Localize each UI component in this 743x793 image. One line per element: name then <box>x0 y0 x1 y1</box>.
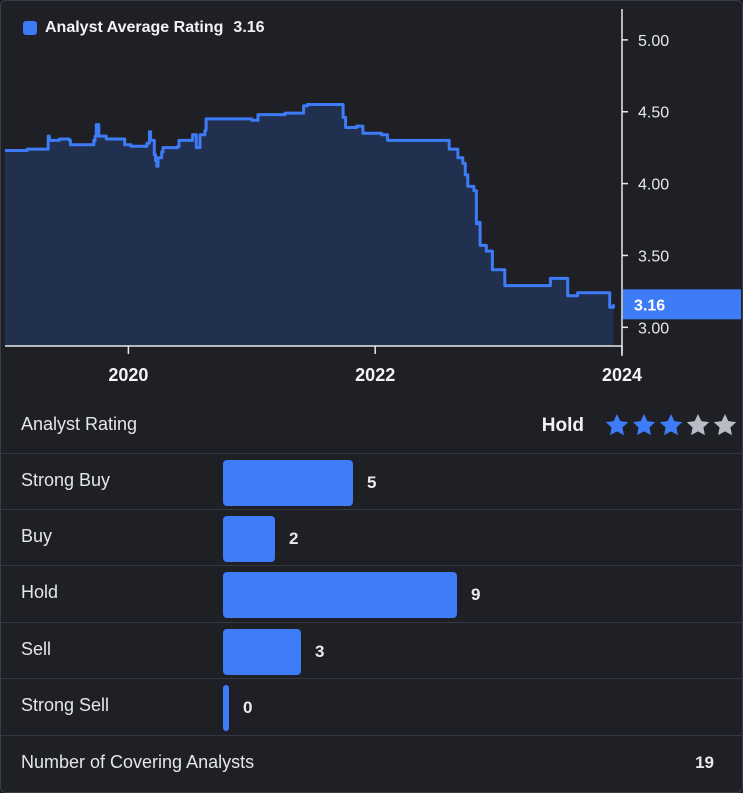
rating-count-value: 0 <box>243 698 253 717</box>
y-tick-label: 4.50 <box>638 105 669 122</box>
star-empty-icon <box>685 412 711 438</box>
star-empty-icon <box>712 412 738 438</box>
rating-history-chart: 5.00 4.50 4.00 3.50 3.00 2020 2022 2024 3.16 Ana… <box>1 1 742 399</box>
rating-count-value: 5 <box>367 473 377 492</box>
rating-row-strong-sell: Strong Sell 0 <box>1 678 742 735</box>
y-tick-label: 3.00 <box>638 320 669 337</box>
rating-row-label: Strong Sell <box>21 695 110 715</box>
rating-count-bar <box>223 572 457 618</box>
covering-analysts-label: Number of Covering Analysts <box>21 752 255 772</box>
current-value-badge <box>623 289 741 320</box>
covering-analysts-count: 19 <box>695 753 714 772</box>
covering-analysts-row: Number of Covering Analysts 19 <box>1 735 742 792</box>
rating-row-strong-buy: Strong Buy 5 <box>1 453 742 509</box>
rating-row-label: Buy <box>21 526 53 546</box>
rating-row-buy: Buy 2 <box>1 509 742 565</box>
x-tick-label: 2022 <box>355 365 395 385</box>
rating-row-sell: Sell 3 <box>1 622 742 678</box>
x-tick-label: 2024 <box>602 365 642 385</box>
y-tick-label: 3.50 <box>638 248 669 265</box>
analyst-rating-label: Analyst Rating <box>21 414 138 434</box>
y-tick-label: 4.00 <box>638 177 669 194</box>
legend-value: 3.16 <box>233 19 265 36</box>
rating-count-bar <box>223 460 353 506</box>
rating-row-label: Strong Buy <box>21 470 111 490</box>
rating-count-value: 3 <box>315 642 325 661</box>
rating-count-value: 2 <box>289 529 299 548</box>
rating-count-bar <box>223 516 275 562</box>
rating-line <box>5 103 615 309</box>
rating-count-bar <box>223 629 301 675</box>
rating-row-hold: Hold 9 <box>1 565 742 622</box>
star-filled-icon <box>604 412 630 438</box>
legend-swatch <box>23 21 37 35</box>
rating-word: Hold <box>541 415 584 436</box>
chart-legend: Analyst Average Rating 3.16 <box>23 19 265 37</box>
rating-history-plot: 5.00 4.50 4.00 3.50 3.00 2020 2022 2024 3.16 <box>5 9 741 385</box>
y-tick-label: 5.00 <box>638 33 669 50</box>
rating-count-value: 9 <box>471 585 481 604</box>
legend-label: Analyst Average Rating <box>45 19 224 36</box>
star-filled-icon <box>631 412 657 438</box>
analyst-rating-header: Analyst Rating Hold <box>1 399 742 453</box>
rating-row-label: Hold <box>21 582 59 602</box>
x-tick-label: 2020 <box>108 365 148 385</box>
rating-count-bar <box>223 685 229 731</box>
star-filled-icon <box>658 412 684 438</box>
rating-area <box>5 104 614 346</box>
current-value-label: 3.16 <box>634 297 665 314</box>
rating-stars <box>604 412 738 438</box>
rating-row-label: Sell <box>21 639 52 659</box>
